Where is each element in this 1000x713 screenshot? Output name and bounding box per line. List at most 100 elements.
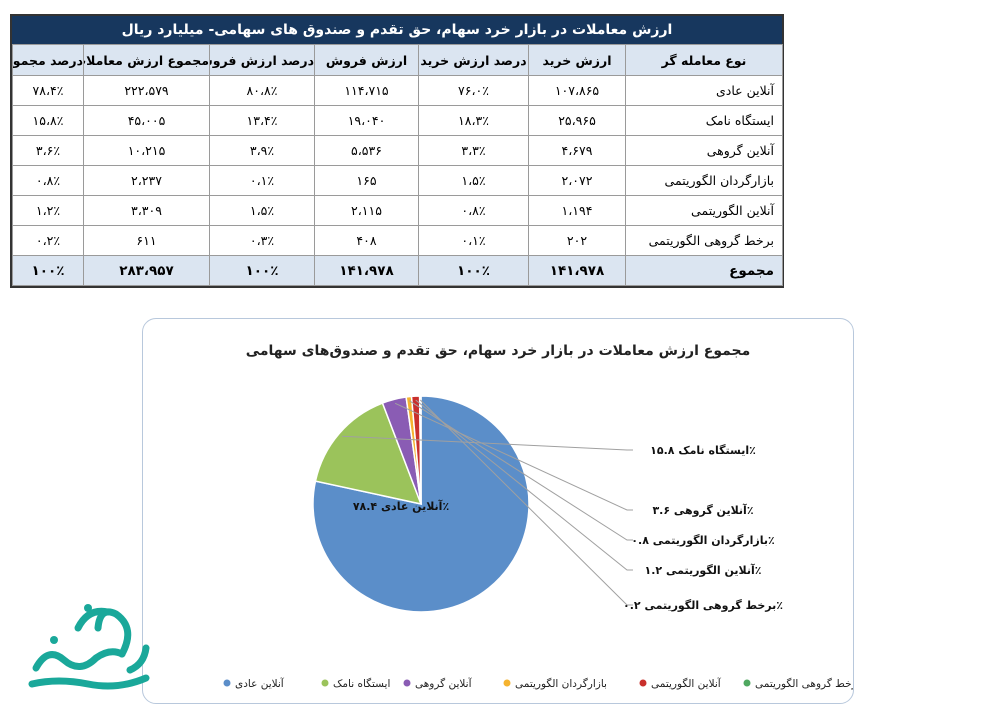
label-online-group-algo: برخط گروهی الگوریتمی ۰.۲٪ xyxy=(623,599,783,612)
cell-trader-type: آنلاین عادی xyxy=(625,75,783,106)
leader-line xyxy=(408,400,633,541)
row-online-group-algo: برخط گروهی الگوریتمی ۲۰۲ ۰،۱٪ ۴۰۸ ۰،۳٪ ۶۱۱ ۰،۲… xyxy=(12,225,783,256)
legend-label: آنلاین گروهی xyxy=(415,677,473,690)
pie-chart: مجموع ارزش معاملات در بازار خرد سهام، حق… xyxy=(223,343,853,690)
cell-sell-value: ۴۰۸ xyxy=(314,225,419,256)
cell-sell-value: ۲،۱۱۵ xyxy=(314,195,419,226)
row-algo-market-maker: بازارگردان الگوریتمی ۲،۰۷۲ ۱،۵٪ ۱۶۵ ۰،۱٪ ۲،۲۳… xyxy=(12,165,783,196)
table-title: ارزش معاملات در بازار خرد سهام، حق تقدم … xyxy=(12,16,782,44)
cell-total-value: ۲،۲۳۷ xyxy=(83,165,210,196)
cell-total-percent: ۰،۲٪ xyxy=(12,225,84,256)
header-buy-percent: درصد ارزش خرید xyxy=(418,44,529,76)
header-buy-value: ارزش خرید xyxy=(528,44,626,76)
table-header-row: نوع معامله گر ارزش خرید درصد ارزش خرید ا… xyxy=(12,44,783,76)
label-namak-station: ایستگاه نامک ۱۵.۸٪ xyxy=(650,444,756,457)
chart-title: مجموع ارزش معاملات در بازار خرد سهام، حق… xyxy=(246,343,751,359)
total-buy-percent: ۱۰۰٪ xyxy=(418,255,529,286)
site-logo xyxy=(28,604,150,690)
legend-label: آنلاین الگوریتمی xyxy=(651,677,722,690)
header-sell-percent: درصد ارزش فروش xyxy=(209,44,315,76)
header-sell-value: ارزش فروش xyxy=(314,44,419,76)
cell-sell-value: ۱۶۵ xyxy=(314,165,419,196)
cell-buy-value: ۲۵،۹۶۵ xyxy=(528,105,626,136)
total-buy-value: ۱۴۱،۹۷۸ xyxy=(528,255,626,286)
legend-algo-market-maker: بازارگردان الگوریتمی xyxy=(503,677,607,690)
cell-trader-type: آنلاین گروهی xyxy=(625,135,783,166)
legend-marker xyxy=(639,679,647,687)
total-total-value: ۲۸۳،۹۵۷ xyxy=(83,255,210,286)
cell-buy-percent: ۱،۵٪ xyxy=(418,165,529,196)
leader-line xyxy=(342,435,633,451)
cell-buy-value: ۲۰۲ xyxy=(528,225,626,256)
legend-online-algo: آنلاین الگوریتمی xyxy=(639,677,722,690)
cell-trader-type: آنلاین الگوریتمی xyxy=(625,195,783,226)
leader-line xyxy=(419,399,633,606)
legend-online-group-algo: برخط گروهی الگوریتمی xyxy=(743,677,853,690)
leader-line xyxy=(415,399,633,571)
header-trader-type: نوع معامله گر xyxy=(625,44,783,76)
legend-marker xyxy=(743,679,751,687)
cell-buy-value: ۴،۶۷۹ xyxy=(528,135,626,166)
cell-buy-value: ۱،۱۹۴ xyxy=(528,195,626,226)
cell-sell-value: ۵،۵۳۶ xyxy=(314,135,419,166)
cell-buy-percent: ۳،۳٪ xyxy=(418,135,529,166)
cell-total-value: ۶۱۱ xyxy=(83,225,210,256)
row-online-group: آنلاین گروهی ۴،۶۷۹ ۳،۳٪ ۵،۵۳۶ ۳،۹٪ ۱۰،۲۱۵ ۳،۶٪ xyxy=(12,135,783,166)
cell-sell-value: ۱۹،۰۴۰ xyxy=(314,105,419,136)
cell-total-percent: ۷۸،۴٪ xyxy=(12,75,84,106)
legend-label: بازارگردان الگوریتمی xyxy=(515,677,607,690)
cell-total-percent: ۳،۶٪ xyxy=(12,135,84,166)
cell-buy-percent: ۱۸،۳٪ xyxy=(418,105,529,136)
legend-label: ایستگاه نامک xyxy=(333,677,390,690)
cell-total-percent: ۰،۸٪ xyxy=(12,165,84,196)
cell-total-value: ۲۲۲،۵۷۹ xyxy=(83,75,210,106)
cell-total-percent: ۱۵،۸٪ xyxy=(12,105,84,136)
cell-buy-value: ۲،۰۷۲ xyxy=(528,165,626,196)
legend-marker xyxy=(223,679,231,687)
cell-trader-type: ایستگاه نامک xyxy=(625,105,783,136)
legend-marker xyxy=(321,679,329,687)
label-online-group: آنلاین گروهی ۳.۶٪ xyxy=(652,503,753,517)
legend-label: آنلاین عادی xyxy=(235,677,285,690)
trade-value-table: ارزش معاملات در بازار خرد سهام، حق تقدم … xyxy=(10,14,784,288)
cell-buy-value: ۱۰۷،۸۶۵ xyxy=(528,75,626,106)
cell-total-value: ۱۰،۲۱۵ xyxy=(83,135,210,166)
total-trader-type: مجموع xyxy=(625,255,783,286)
leader-line xyxy=(394,402,633,511)
cell-trader-type: بازارگردان الگوریتمی xyxy=(625,165,783,196)
cell-sell-percent: ۱۳،۴٪ xyxy=(209,105,315,136)
legend-online-regular: آنلاین عادی xyxy=(223,677,285,690)
cell-trader-type: برخط گروهی الگوریتمی xyxy=(625,225,783,256)
cell-sell-percent: ۱،۵٪ xyxy=(209,195,315,226)
row-online-regular: آنلاین عادی ۱۰۷،۸۶۵ ۷۶،۰٪ ۱۱۴،۷۱۵ ۸۰،۸٪ ۲۲۲،۵… xyxy=(12,75,783,106)
row-online-algo: آنلاین الگوریتمی ۱،۱۹۴ ۰،۸٪ ۲،۱۱۵ ۱،۵٪ ۳،۳۰۹ ۱… xyxy=(12,195,783,226)
cell-total-value: ۳،۳۰۹ xyxy=(83,195,210,226)
legend-online-group: آنلاین گروهی xyxy=(403,677,473,690)
cell-sell-percent: ۰،۳٪ xyxy=(209,225,315,256)
cell-buy-percent: ۰،۸٪ xyxy=(418,195,529,226)
data-table: نوع معامله گر ارزش خرید درصد ارزش خرید ا… xyxy=(12,44,783,286)
cell-sell-value: ۱۱۴،۷۱۵ xyxy=(314,75,419,106)
cell-sell-percent: ۸۰،۸٪ xyxy=(209,75,315,106)
label-online-regular: آنلاین عادی ۷۸.۴٪ xyxy=(353,499,449,513)
total-sell-percent: ۱۰۰٪ xyxy=(209,255,315,286)
cell-buy-percent: ۰،۱٪ xyxy=(418,225,529,256)
header-total-percent: درصد مجموع xyxy=(12,44,84,76)
label-algo-market-maker: بازارگردان الگوریتمی ۰.۸٪ xyxy=(631,534,774,547)
legend-marker xyxy=(403,679,411,687)
pie-chart-panel: مجموع ارزش معاملات در بازار خرد سهام، حق… xyxy=(142,318,854,704)
cell-total-percent: ۱،۲٪ xyxy=(12,195,84,226)
cell-sell-percent: ۳،۹٪ xyxy=(209,135,315,166)
header-total-value: مجموع ارزش معاملات xyxy=(83,44,210,76)
row-total: مجموع ۱۴۱،۹۷۸ ۱۰۰٪ ۱۴۱،۹۷۸ ۱۰۰٪ ۲۸۳،۹۵۷ ۱۰۰٪ xyxy=(12,255,783,286)
cell-sell-percent: ۰،۱٪ xyxy=(209,165,315,196)
legend-marker xyxy=(503,679,511,687)
row-namak-station: ایستگاه نامک ۲۵،۹۶۵ ۱۸،۳٪ ۱۹،۰۴۰ ۱۳،۴٪ ۴۵،۰۰۵… xyxy=(12,105,783,136)
label-online-algo: آنلاین الگوریتمی ۱.۲٪ xyxy=(645,563,762,577)
cell-total-value: ۴۵،۰۰۵ xyxy=(83,105,210,136)
slice-online-group-algo xyxy=(418,395,422,505)
total-sell-value: ۱۴۱،۹۷۸ xyxy=(314,255,419,286)
legend-namak-station: ایستگاه نامک xyxy=(321,677,390,690)
total-total-percent: ۱۰۰٪ xyxy=(12,255,84,286)
slice-namak-station xyxy=(314,402,423,506)
